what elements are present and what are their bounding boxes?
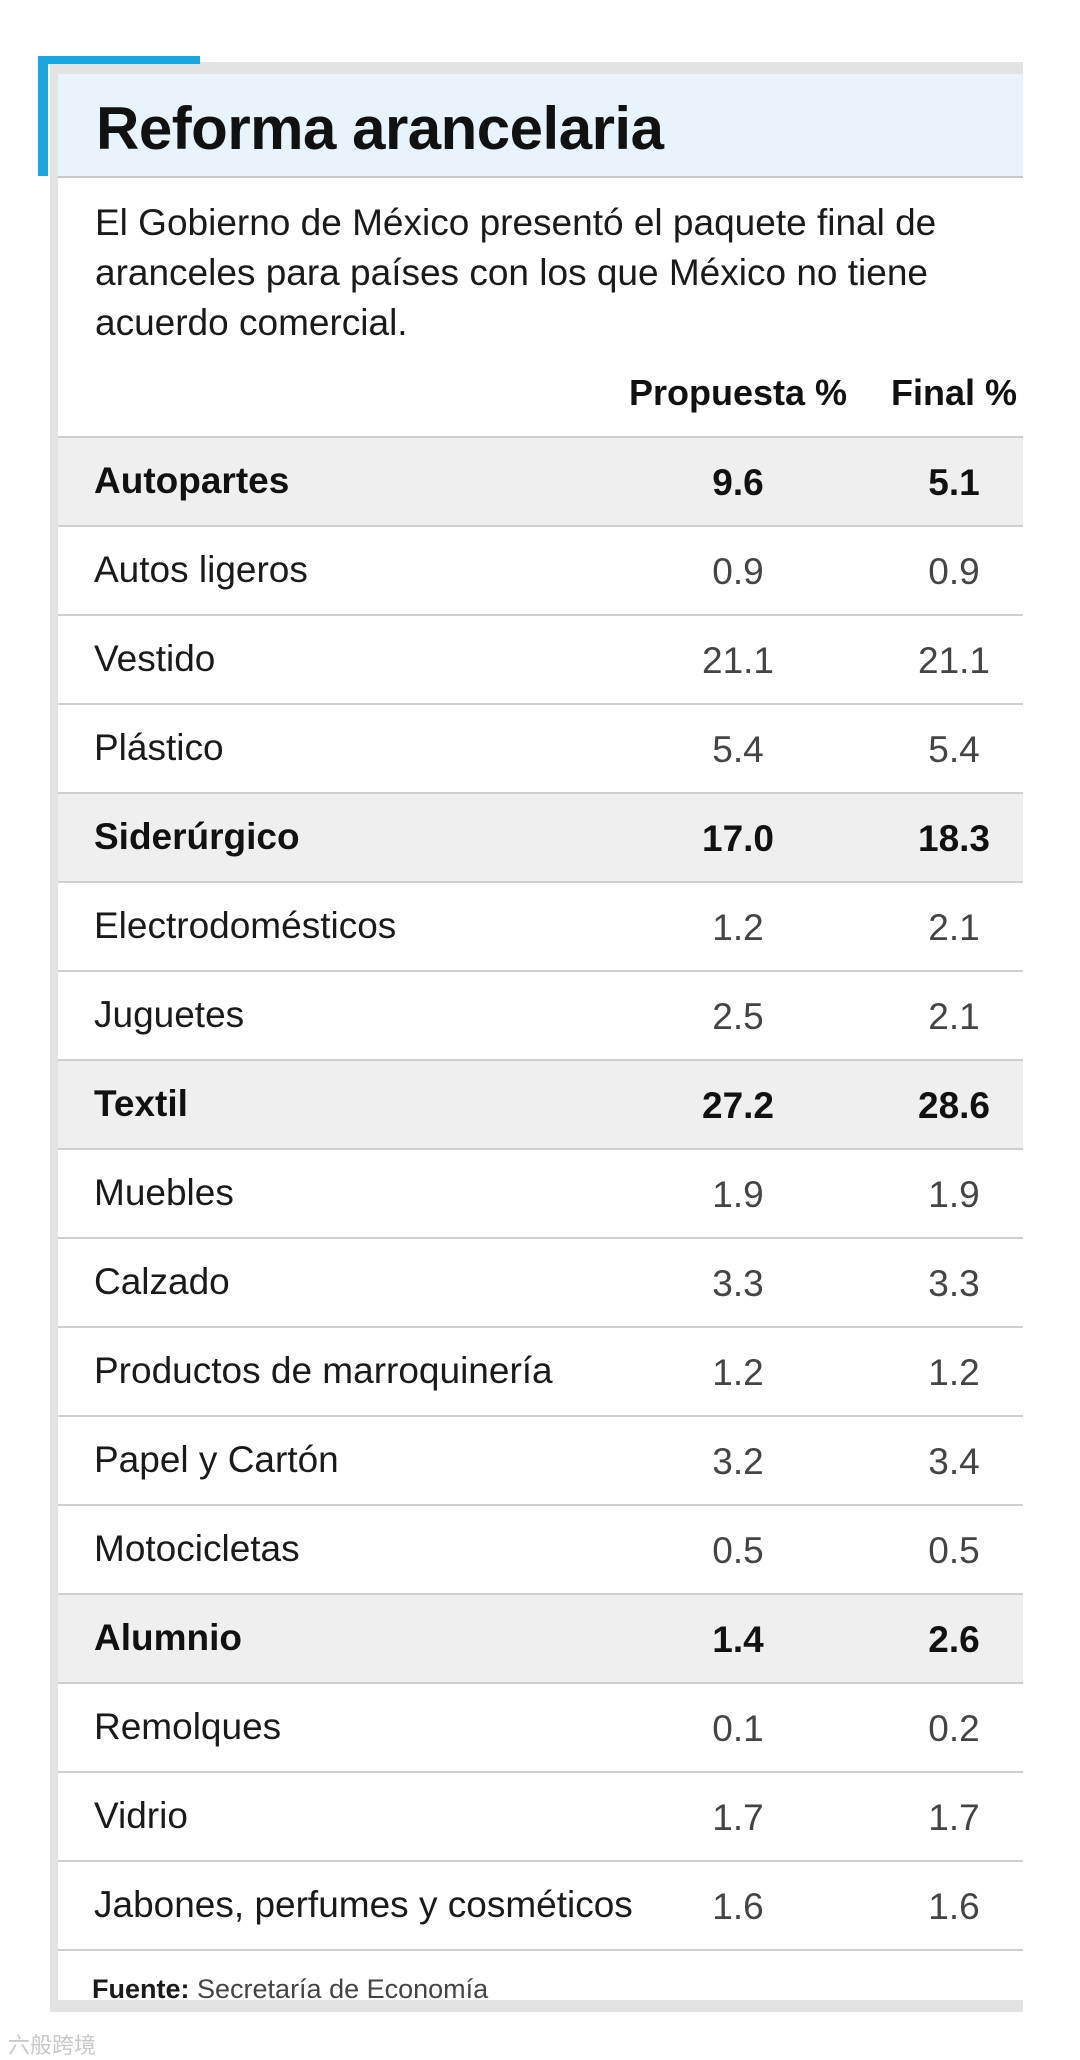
- propuesta-value: 0.1: [712, 1708, 764, 1749]
- final-value: 28.6: [917, 1085, 991, 1126]
- accent-bar-vertical: [38, 56, 48, 176]
- table-row: Autopartes 9.6 5.1: [58, 438, 1023, 527]
- row-label: Motocicletas: [94, 1528, 300, 1569]
- row-label: Textil: [94, 1083, 188, 1124]
- table-row: Vidrio 1.7 1.7: [58, 1773, 1023, 1862]
- watermark: 六般跨境: [8, 2033, 97, 2058]
- row-label: Jabones, perfumes y cosméticos: [94, 1884, 633, 1925]
- propuesta-value: 2.5: [712, 996, 764, 1037]
- table-row: Juguetes 2.5 2.1: [58, 972, 1023, 1061]
- source-note: Fuente: Secretaría de Economía: [92, 1974, 488, 2005]
- table-row: Muebles 1.9 1.9: [58, 1150, 1023, 1239]
- final-value: 0.9: [928, 551, 980, 592]
- final-value: 3.3: [928, 1263, 980, 1304]
- table-row: Siderúrgico 17.0 18.3: [58, 794, 1023, 883]
- title-band: Reforma arancelaria: [58, 74, 1023, 178]
- row-label: Remolques: [94, 1706, 282, 1747]
- final-value: 1.7: [928, 1797, 980, 1838]
- row-label: Calzado: [94, 1261, 230, 1302]
- propuesta-value: 0.9: [712, 551, 764, 592]
- table-row: Textil 27.2 28.6: [58, 1061, 1023, 1150]
- table-row: Electrodomésticos 1.2 2.1: [58, 883, 1023, 972]
- final-value: 0.2: [928, 1708, 980, 1749]
- source-label: Fuente:: [92, 1974, 190, 2004]
- propuesta-value: 3.3: [712, 1263, 764, 1304]
- propuesta-value: 21.1: [701, 640, 775, 681]
- final-value: 1.2: [928, 1352, 980, 1393]
- column-header-final: Final %: [890, 372, 1018, 413]
- table-row: Autos ligeros 0.9 0.9: [58, 527, 1023, 616]
- row-label: Alumnio: [94, 1617, 242, 1658]
- subtitle: El Gobierno de México presentó el paquet…: [95, 202, 937, 343]
- final-value: 2.1: [928, 996, 980, 1037]
- final-value: 2.6: [928, 1619, 980, 1660]
- final-value: 5.4: [928, 729, 980, 770]
- final-value: 21.1: [917, 640, 991, 681]
- column-header-propuesta: Propuesta %: [628, 372, 848, 413]
- propuesta-value: 1.4: [712, 1619, 764, 1660]
- row-label: Productos de marroquinería: [94, 1350, 553, 1391]
- accent-bar-horizontal: [38, 56, 200, 64]
- table-row: Remolques 0.1 0.2: [58, 1684, 1023, 1773]
- tariff-table: Autopartes 9.6 5.1 Autos ligeros 0.9 0.9 Vesti…: [58, 436, 1023, 1951]
- page-title: Reforma arancelaria: [96, 95, 664, 162]
- propuesta-value: 1.6: [712, 1886, 764, 1927]
- row-label: Electrodomésticos: [94, 905, 397, 946]
- final-value: 1.6: [928, 1886, 980, 1927]
- row-label: Juguetes: [94, 994, 245, 1035]
- propuesta-value: 5.4: [712, 729, 764, 770]
- propuesta-value: 1.7: [712, 1797, 764, 1838]
- final-value: 5.1: [928, 462, 980, 503]
- row-label: Siderúrgico: [94, 816, 300, 857]
- final-value: 18.3: [917, 818, 991, 859]
- final-value: 3.4: [928, 1441, 980, 1482]
- source-text: Secretaría de Economía: [197, 1974, 489, 2004]
- row-label: Papel y Cartón: [94, 1439, 339, 1480]
- row-label: Muebles: [94, 1172, 234, 1213]
- row-label: Vestido: [94, 638, 216, 679]
- propuesta-value: 9.6: [712, 462, 764, 503]
- table-row: Calzado 3.3 3.3: [58, 1239, 1023, 1328]
- propuesta-value: 27.2: [701, 1085, 775, 1126]
- row-label: Autopartes: [94, 460, 290, 501]
- final-value: 0.5: [928, 1530, 980, 1571]
- row-label: Autos ligeros: [94, 549, 308, 590]
- propuesta-value: 17.0: [701, 818, 775, 859]
- table-row: Papel y Cartón 3.2 3.4: [58, 1417, 1023, 1506]
- table-row: Productos de marroquinería 1.2 1.2: [58, 1328, 1023, 1417]
- propuesta-value: 1.2: [712, 907, 764, 948]
- final-value: 1.9: [928, 1174, 980, 1215]
- propuesta-value: 1.2: [712, 1352, 764, 1393]
- table-row: Motocicletas 0.5 0.5: [58, 1506, 1023, 1595]
- table-row: Vestido 21.1 21.1: [58, 616, 1023, 705]
- propuesta-value: 0.5: [712, 1530, 764, 1571]
- table-row: Alumnio 1.4 2.6: [58, 1595, 1023, 1684]
- row-label: Vidrio: [94, 1795, 188, 1836]
- propuesta-value: 3.2: [712, 1441, 764, 1482]
- table-row: Jabones, perfumes y cosméticos 1.6 1.6: [58, 1862, 1023, 1951]
- table-row: Plástico 5.4 5.4: [58, 705, 1023, 794]
- final-value: 2.1: [928, 907, 980, 948]
- row-label: Plástico: [94, 727, 224, 768]
- propuesta-value: 1.9: [712, 1174, 764, 1215]
